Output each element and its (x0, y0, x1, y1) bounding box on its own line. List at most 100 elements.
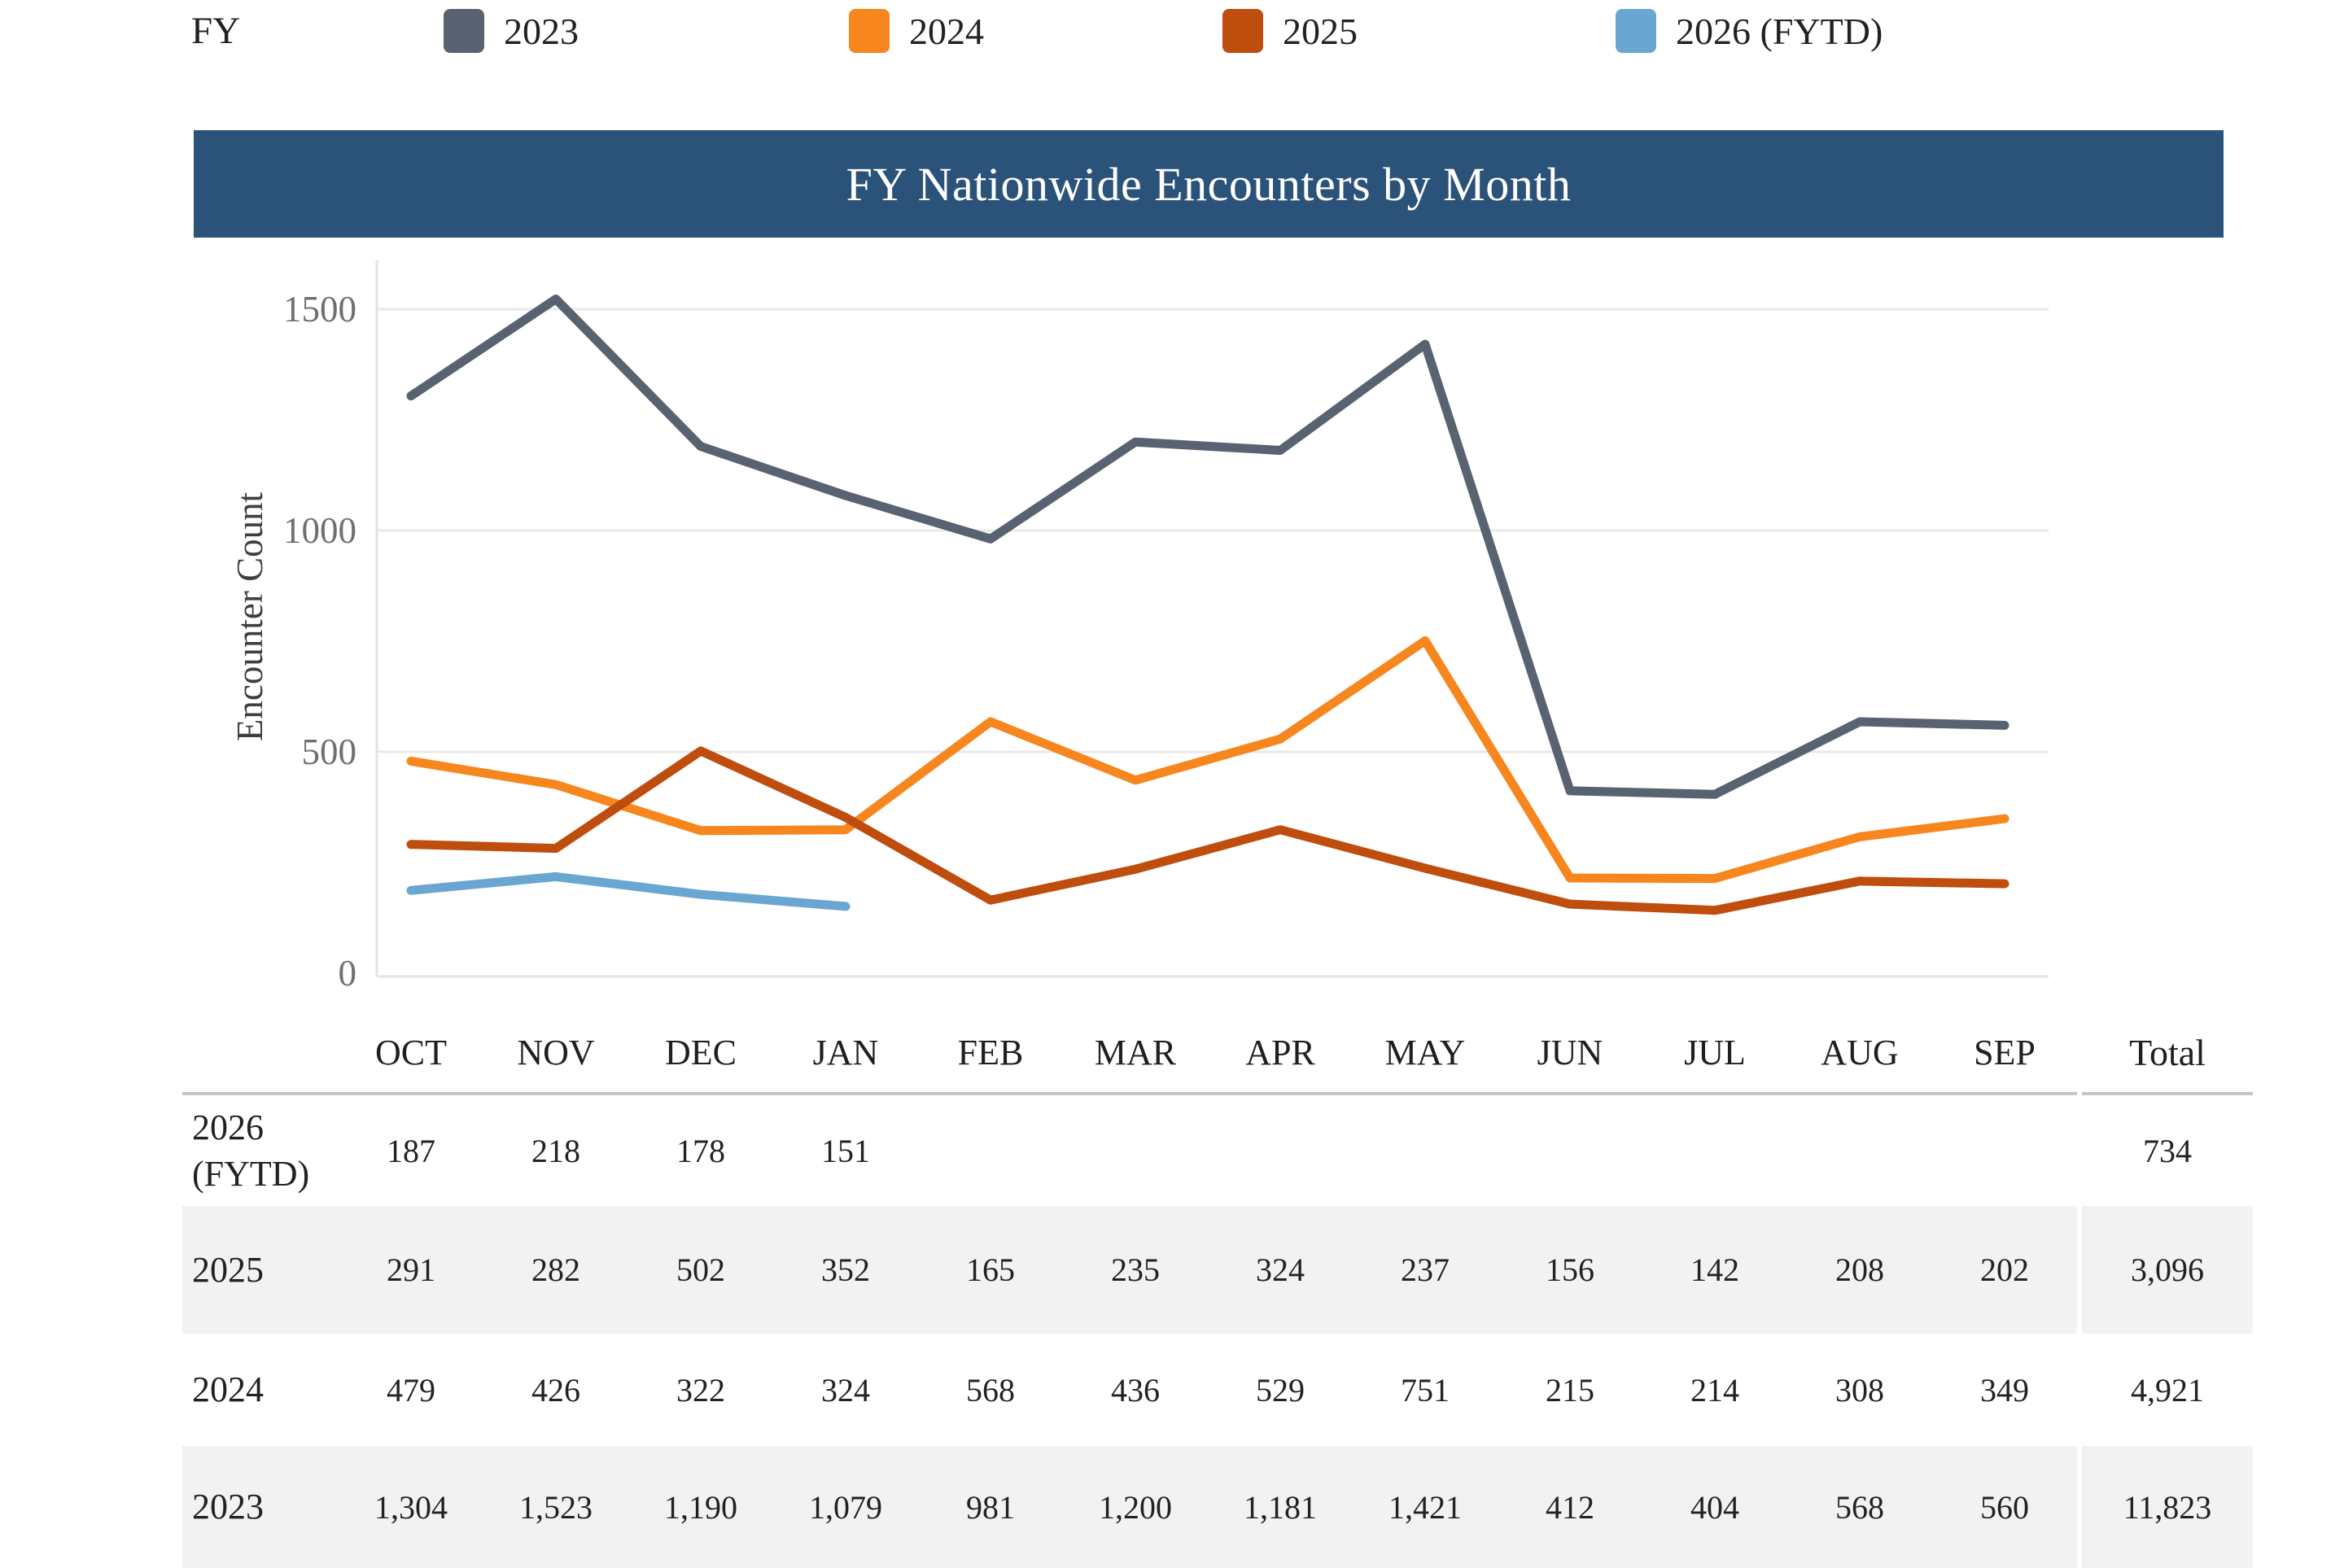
value-cell-oct: 1,304 (339, 1446, 483, 1568)
value-cell-jun: 412 (1498, 1446, 1642, 1568)
value-cell-may (1353, 1095, 1498, 1206)
value-cell-nov: 426 (483, 1334, 628, 1446)
value-cell-sep: 202 (1932, 1206, 2077, 1334)
column-header-may: MAY (1384, 1033, 1466, 1072)
line-chart-canvas: 0 500 1000 1500 Encounter Count (230, 260, 2049, 994)
value-cell-jul (1642, 1095, 1787, 1206)
row-gap (2077, 1446, 2082, 1568)
legend-item-label: 2026 (FYTD) (1676, 10, 1883, 52)
y-tick-label-1500: 1500 (283, 289, 356, 330)
y-axis-title: Encounter Count (230, 491, 270, 741)
value-cell-apr: 529 (1208, 1334, 1353, 1446)
legend-item-2025[interactable]: 2025 (1222, 7, 1358, 55)
column-header-aug: AUG (1821, 1033, 1899, 1072)
table-header-border-seg1 (182, 1092, 2077, 1095)
row-total: 3,096 (2082, 1206, 2253, 1334)
value-cell-feb: 568 (918, 1334, 1063, 1446)
value-cell-apr: 324 (1208, 1206, 1353, 1334)
value-cell-apr: 1,181 (1208, 1446, 1353, 1568)
value-cell-dec: 178 (628, 1095, 773, 1206)
table-row-2024: 2024 479 426 322 324 568 436 529 751 215 214 308 349… (182, 1334, 2269, 1446)
value-cell-oct: 187 (339, 1095, 483, 1206)
column-header-mar: MAR (1094, 1033, 1177, 1072)
legend-item-label: 2025 (1283, 10, 1358, 52)
legend-color-swatch (1222, 9, 1263, 53)
legend-item-2023[interactable]: 2023 (444, 7, 579, 55)
value-cell-may: 751 (1353, 1334, 1498, 1446)
chart-title-bar: FY Nationwide Encounters by Month (194, 130, 2224, 238)
value-cell-oct: 291 (339, 1206, 483, 1334)
value-cell-jul: 214 (1642, 1334, 1787, 1446)
encounters-table: OCT NOV DEC JAN FEB MAR APR MAY JUN JUL AUG SEP Tota… (182, 1013, 2269, 1568)
y-tick-label-500: 500 (302, 732, 357, 772)
legend-color-swatch (1616, 9, 1656, 53)
value-cell-nov: 218 (483, 1095, 628, 1206)
value-cell-feb: 981 (918, 1446, 1063, 1568)
value-cell-apr (1208, 1095, 1353, 1206)
table-row-2023: 2023 1,304 1,523 1,190 1,079 981 1,200 1,181 1,4… (182, 1446, 2269, 1568)
value-cell-mar: 1,200 (1063, 1446, 1208, 1568)
row-total: 4,921 (2082, 1334, 2253, 1446)
row-gap (2077, 1095, 2082, 1206)
y-tick-label-0: 0 (339, 953, 357, 994)
series-line-2023[interactable] (406, 295, 2009, 799)
table-header-row: OCT NOV DEC JAN FEB MAR APR MAY JUN JUL AUG SEP Tota… (182, 1013, 2269, 1092)
column-header-apr: APR (1245, 1033, 1315, 1072)
table-row-2025: 2025 291 282 502 352 165 235 324 237 156 142 208 202… (182, 1206, 2269, 1334)
value-cell-mar: 235 (1063, 1206, 1208, 1334)
value-cell-jun: 215 (1498, 1334, 1642, 1446)
y-tick-label-1000: 1000 (283, 510, 356, 551)
value-cell-dec: 502 (628, 1206, 773, 1334)
value-cell-aug: 568 (1787, 1446, 1932, 1568)
column-header-sep: SEP (1974, 1033, 2036, 1072)
series-line-2025[interactable] (406, 746, 2009, 915)
column-header-jun: JUN (1537, 1033, 1603, 1072)
row-label-2026-fytd-: 2026 (FYTD) (182, 1095, 339, 1206)
legend-fy-label: FY (191, 10, 241, 52)
row-label-2023: 2023 (182, 1446, 339, 1568)
series-line-2024[interactable] (406, 636, 2009, 884)
chart-title: FY Nationwide Encounters by Month (846, 157, 1572, 211)
value-cell-jul: 142 (1642, 1206, 1787, 1334)
legend-color-swatch (444, 9, 484, 53)
table-row-2026-fytd-: 2026 (FYTD) 187 218 178 151 734 (182, 1095, 2269, 1206)
value-cell-aug: 308 (1787, 1334, 1932, 1446)
value-cell-jan: 352 (773, 1206, 918, 1334)
legend-item-2026-fytd-[interactable]: 2026 (FYTD) (1616, 7, 1883, 55)
table-header-border (182, 1092, 2269, 1095)
value-cell-sep: 349 (1932, 1334, 2077, 1446)
value-cell-dec: 322 (628, 1334, 773, 1446)
legend-item-label: 2023 (504, 10, 579, 52)
value-cell-may: 1,421 (1353, 1446, 1498, 1568)
column-header-dec: DEC (665, 1033, 737, 1072)
fy-legend: FY 2023 2024 2025 2026 (FYTD) (0, 7, 2344, 55)
value-cell-mar (1063, 1095, 1208, 1206)
value-cell-jul: 404 (1642, 1446, 1787, 1568)
row-label-2024: 2024 (182, 1334, 339, 1446)
column-header-jul: JUL (1684, 1033, 1746, 1072)
value-cell-aug: 208 (1787, 1206, 1932, 1334)
legend-item-label: 2024 (909, 10, 984, 52)
value-cell-aug (1787, 1095, 1932, 1206)
value-cell-jan: 151 (773, 1095, 918, 1206)
value-cell-feb (918, 1095, 1063, 1206)
value-cell-nov: 1,523 (483, 1446, 628, 1568)
value-cell-mar: 436 (1063, 1334, 1208, 1446)
row-label-2025: 2025 (182, 1206, 339, 1334)
value-cell-jun (1498, 1095, 1642, 1206)
value-cell-jun: 156 (1498, 1206, 1642, 1334)
row-gap (2077, 1334, 2082, 1446)
column-header-jan: JAN (812, 1033, 879, 1072)
row-total: 11,823 (2082, 1446, 2253, 1568)
value-cell-jan: 1,079 (773, 1446, 918, 1568)
value-cell-dec: 1,190 (628, 1446, 773, 1568)
column-header-nov: NOV (517, 1033, 595, 1072)
legend-color-swatch (849, 9, 890, 53)
series-line-2026-fytd-[interactable] (406, 871, 851, 911)
row-total: 734 (2082, 1095, 2253, 1206)
column-header-total: Total (2129, 1032, 2206, 1073)
column-header-feb: FEB (957, 1033, 1024, 1072)
legend-item-2024[interactable]: 2024 (849, 7, 984, 55)
value-cell-may: 237 (1353, 1206, 1498, 1334)
